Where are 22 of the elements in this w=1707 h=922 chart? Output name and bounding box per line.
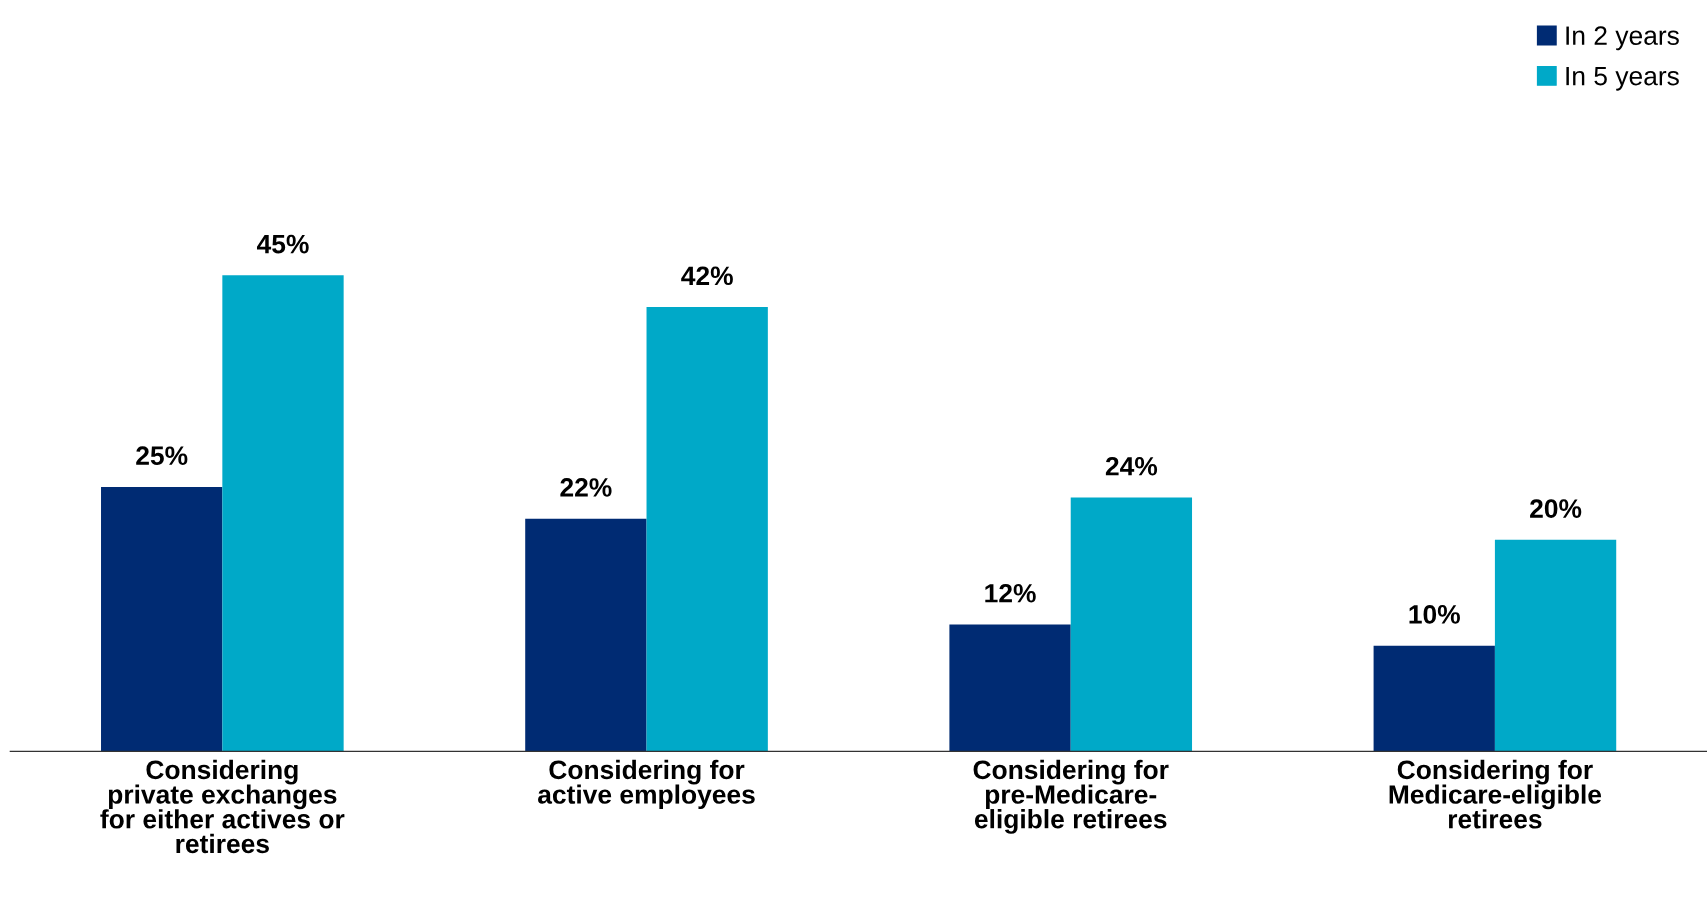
data-label: 10% <box>1409 605 1460 624</box>
x-tick-label: Considering for active employees <box>538 759 755 810</box>
data-label: 42% <box>681 266 733 286</box>
x-tick-label: Considering private exchanges for either actives or retirees <box>100 759 345 854</box>
legend-label: In 5 years <box>1566 67 1679 91</box>
data-label: 45% <box>256 234 309 254</box>
bar <box>525 518 647 752</box>
bar <box>1494 539 1617 752</box>
data-label: 20% <box>1530 499 1582 518</box>
bar <box>949 624 1071 752</box>
data-label: 12% <box>985 583 1036 603</box>
bar <box>101 486 223 752</box>
bar <box>222 275 344 752</box>
data-label: 24% <box>1105 456 1158 476</box>
data-label: 22% <box>560 478 612 497</box>
legend-label: In 2 years <box>1566 26 1679 51</box>
x-tick-label: Considering for Medicare-eligible retirees <box>1389 759 1602 829</box>
bar <box>1373 645 1495 752</box>
bar <box>646 307 768 752</box>
x-tick-label: Considering for pre-Medicare- eligible retirees <box>973 759 1169 834</box>
data-label: 25% <box>136 446 188 466</box>
bar <box>1070 497 1193 752</box>
